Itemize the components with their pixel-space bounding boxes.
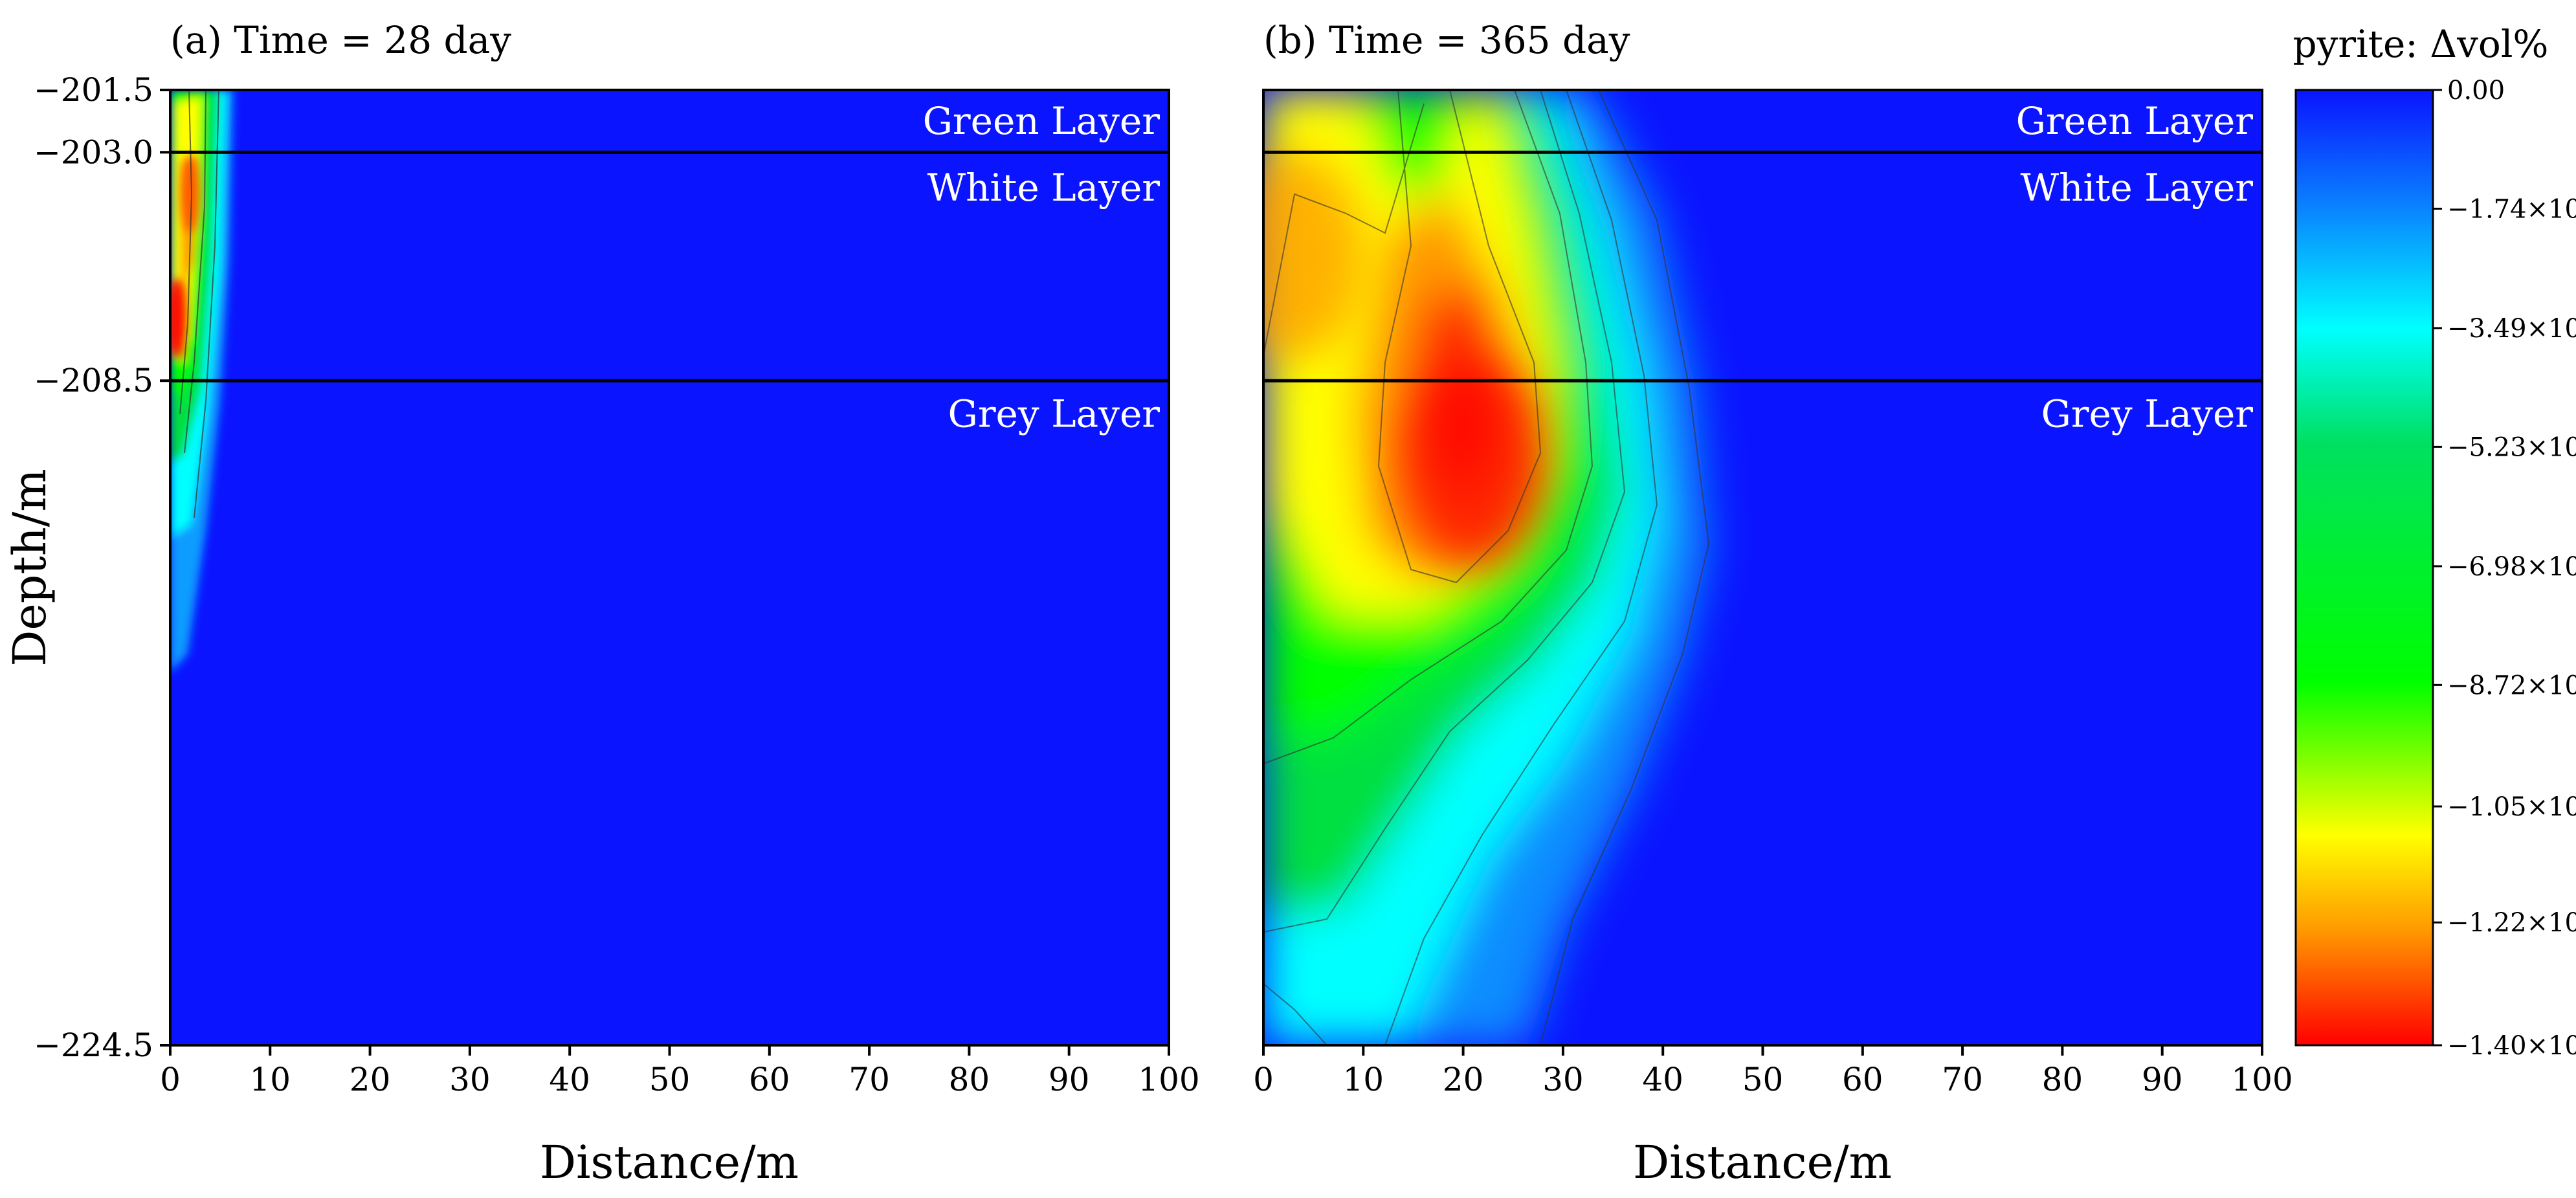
panel-b-layer-lines [1263,150,2262,383]
panel-b-layer-label-0: Green Layer [2016,99,2254,143]
panel-b-peak-zone-1 [1263,152,1365,360]
panel-a-layer-label-1: White Layer [927,166,1160,210]
panel-a-x-tick-label-6: 60 [749,1061,790,1098]
panel-a-y-tick-label-0: −201.5 [34,71,153,109]
panel-a-x-tick-label-2: 20 [350,1061,391,1098]
panel-a: (a) Time = 28 day Green Layer White Layer… [3,18,1200,1189]
panel-a-layer-lines [170,150,1169,383]
panel-b-x-tick-label-1: 10 [1342,1061,1384,1098]
panel-a-x-ticks: 0 10 20 30 40 50 60 70 80 90 100 [160,1045,1200,1098]
panel-b-x-tick-label-0: 0 [1253,1061,1274,1098]
panel-b-title: (b) Time = 365 day [1263,18,1630,62]
colorbar-tick-label-0: 0.00 [2447,76,2505,105]
panel-b-layer-label-1: White Layer [2021,166,2254,210]
panel-a-x-tick-label-0: 0 [160,1061,181,1098]
panel-b-x-tick-label-8: 80 [2042,1061,2083,1098]
panel-b-x-tick-label-10: 100 [2231,1061,2293,1098]
panel-b-x-axis-title: Distance/m [1633,1136,1892,1189]
panel-b-x-tick-label-9: 90 [2142,1061,2183,1098]
panel-a-y-tick-label-2: −208.5 [34,362,153,399]
panel-b-x-tick-label-6: 60 [1842,1061,1883,1098]
colorbar-gradient [2294,89,2434,1047]
colorbar-tick-label-4: −6.98×10⁻⁴ [2447,552,2576,582]
colorbar-title: pyrite: Δvol% [2293,22,2548,66]
panel-b-x-tick-label-5: 50 [1742,1061,1784,1098]
panel-a-x-tick-label-8: 80 [949,1061,990,1098]
panel-a-x-tick-label-7: 70 [849,1061,890,1098]
panel-a-x-axis-title: Distance/m [540,1136,799,1189]
colorbar-tick-label-5: −8.72×10⁻⁴ [2447,671,2576,700]
panel-b-x-tick-label-7: 70 [1942,1061,1983,1098]
panel-a-field [170,90,1169,1045]
panel-a-background [170,90,1169,1045]
panel-a-x-tick-label-5: 50 [649,1061,691,1098]
panel-a-x-tick-label-1: 10 [249,1061,291,1098]
panel-a-contours [179,90,219,518]
panel-b-x-tick-label-3: 30 [1542,1061,1584,1098]
panel-a-x-tick-label-9: 90 [1049,1061,1090,1098]
panel-a-layer-label-0: Green Layer [923,99,1160,143]
panel-a-y-ticks: −201.5 −203.0 −208.5 −224.5 [34,71,170,1064]
colorbar: pyrite: Δvol% 0.00 −1.74×10⁻⁴ −3.49×10⁻⁴ −5… [2293,22,2576,1061]
panel-a-peaks [170,155,199,357]
panel-a-layer-label-2: Grey Layer [948,392,1160,436]
panel-a-y-tick-label-1: −203.0 [34,133,153,171]
panel-a-y-tick-label-3: −224.5 [34,1026,153,1064]
panel-b-x-ticks: 0 10 20 30 40 50 60 70 80 90 100 [1253,1045,2293,1098]
panel-b-peak-zone-0 [1402,360,1545,568]
colorbar-tick-label-2: −3.49×10⁻⁴ [2447,314,2576,344]
colorbar-tick-label-1: −1.74×10⁻⁴ [2447,194,2576,224]
panel-b-layer-labels: Green Layer White Layer Grey Layer [2016,99,2254,436]
panel-b-peaks [1263,152,1545,568]
panel-b: (b) Time = 365 day [1253,18,2293,1189]
colorbar-tick-label-3: −5.23×10⁻⁴ [2447,432,2576,462]
panel-b-x-tick-label-2: 20 [1443,1061,1484,1098]
panel-b-layer-label-2: Grey Layer [2041,392,2254,436]
panel-a-x-tick-label-10: 100 [1138,1061,1199,1098]
colorbar-tick-label-6: −1.05×10⁻³ [2447,792,2576,822]
colorbar-tick-label-7: −1.22×10⁻³ [2447,908,2576,938]
panel-b-field [1263,90,2262,1045]
panel-a-x-tick-label-3: 30 [449,1061,491,1098]
panel-b-contours [1263,90,1710,1045]
colorbar-ticks: 0.00 −1.74×10⁻⁴ −3.49×10⁻⁴ −5.23×10⁻⁴ −6.98×… [2433,76,2576,1061]
panel-b-x-tick-label-4: 40 [1642,1061,1683,1098]
colorbar-tick-label-8: −1.40×10⁻³ [2447,1031,2576,1061]
panel-a-peak-zone-1 [170,279,186,357]
panel-a-layer-labels: Green Layer White Layer Grey Layer [923,99,1160,436]
panel-a-peak-zone-0 [181,155,199,233]
panel-a-y-axis-title: Depth/m [3,469,56,667]
panel-a-title: (a) Time = 28 day [170,18,511,62]
panel-a-x-tick-label-4: 40 [549,1061,590,1098]
